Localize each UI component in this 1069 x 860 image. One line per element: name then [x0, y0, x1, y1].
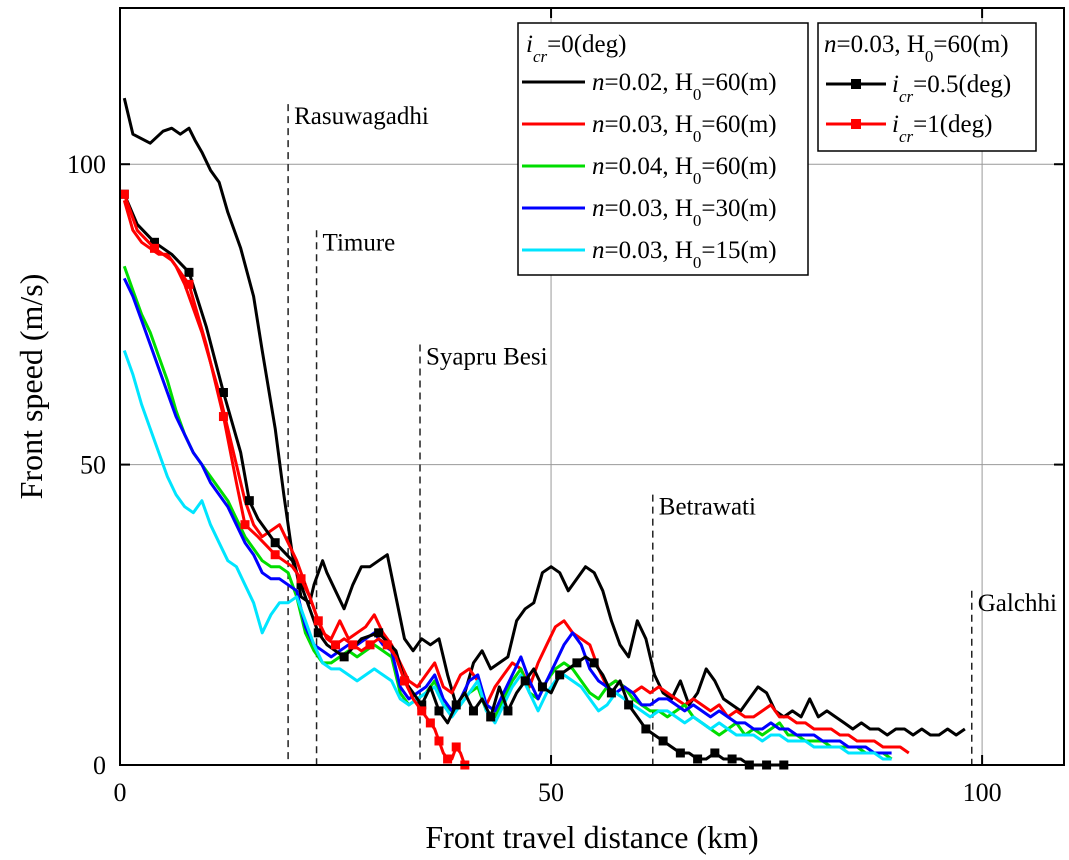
legend-marker	[851, 79, 861, 89]
series-marker-5	[658, 736, 668, 746]
series-marker-6	[331, 640, 341, 650]
annotation-label: Rasuwagadhi	[294, 103, 429, 130]
series-marker-6	[119, 189, 129, 199]
series-marker-6	[434, 736, 444, 746]
series-marker-5	[555, 670, 565, 680]
series-marker-5	[641, 724, 651, 734]
series-marker-5	[451, 700, 461, 710]
series-marker-6	[270, 550, 280, 560]
series-marker-5	[624, 700, 634, 710]
series-marker-5	[589, 658, 599, 668]
series-marker-6	[399, 676, 409, 686]
series-marker-5	[675, 748, 685, 758]
annotation-label: Timure	[323, 229, 396, 256]
series-marker-5	[503, 706, 513, 716]
series-marker-6	[443, 754, 453, 764]
series-line-6	[122, 193, 467, 766]
series-marker-6	[417, 706, 427, 716]
series-marker-6	[149, 243, 159, 253]
legend-marker	[851, 119, 861, 129]
series-marker-5	[434, 706, 444, 716]
series-marker-6	[348, 640, 358, 650]
series-marker-6	[382, 640, 392, 650]
legend-entry: n=0.03, H0=15(m)	[592, 237, 777, 272]
x-tick-label: 100	[963, 778, 1002, 807]
series-line-0	[122, 97, 966, 737]
y-tick-label: 50	[80, 451, 106, 480]
legend-header-1: icr=0(deg)	[526, 31, 626, 66]
series-marker-5	[296, 580, 306, 590]
series-marker-5	[693, 754, 703, 764]
series-marker-5	[572, 658, 582, 668]
x-axis-label: Front travel distance (km)	[425, 819, 758, 855]
location-annotations: Rasuwagadhi Timure Syapru Besi Betrawati Gal…	[287, 103, 1057, 765]
series-marker-5	[313, 628, 323, 638]
annotation-label: Betrawati	[659, 494, 756, 521]
series-marker-6	[296, 574, 306, 584]
series-marker-5	[727, 754, 737, 764]
series-marker-5	[218, 388, 228, 398]
y-tick-label: 100	[67, 150, 106, 179]
series-marker-5	[468, 706, 478, 716]
series-marker-5	[244, 496, 254, 506]
series-line-2	[122, 265, 893, 761]
series-marker-6	[451, 742, 461, 752]
legend: icr=0(deg)n=0.02, H0=60(m) n=0.03, H0=60(…	[517, 22, 1037, 276]
series-line-3	[122, 277, 892, 755]
y-axis-label: Front speed (m/s)	[13, 274, 49, 500]
legend-entry: n=0.02, H0=60(m)	[592, 69, 777, 104]
legend-header-2: n=0.03, H0=60(m)	[824, 31, 1009, 66]
annotation-label: Galchhi	[978, 590, 1057, 617]
series-marker-5	[270, 538, 280, 548]
legend-entry: icr=1(deg)	[892, 111, 992, 146]
legend-entry: icr=0.5(deg)	[892, 71, 1011, 106]
series-marker-5	[184, 267, 194, 277]
series-marker-5	[149, 237, 159, 247]
series-marker-6	[365, 640, 375, 650]
annotation-label: Syapru Besi	[426, 343, 548, 370]
series-marker-6	[218, 412, 228, 422]
series-marker-5	[374, 628, 384, 638]
series-marker-5	[486, 712, 496, 722]
y-tick-label: 0	[93, 751, 106, 780]
series-marker-6	[313, 616, 323, 626]
series-marker-6	[184, 279, 194, 289]
series-marker-5	[417, 700, 427, 710]
series-marker-5	[537, 682, 547, 692]
legend-entry: n=0.03, H0=60(m)	[592, 111, 777, 146]
legend-entry: n=0.04, H0=60(m)	[592, 153, 777, 188]
series-marker-6	[425, 718, 435, 728]
series-line-1	[122, 199, 910, 755]
series-marker-5	[339, 652, 349, 662]
legend-box-1	[517, 22, 809, 276]
series-marker-6	[240, 520, 250, 530]
series-marker-5	[710, 748, 720, 758]
series-marker-5	[606, 688, 616, 698]
plot-frame	[119, 7, 1065, 766]
axis-ticks: 0 50 100 0 50 100	[67, 8, 1064, 807]
series-line-4	[122, 349, 892, 761]
legend-entry: n=0.03, H0=30(m)	[592, 195, 777, 230]
series-marker-5	[520, 676, 530, 686]
x-tick-label: 0	[114, 778, 127, 807]
series-line-5	[122, 193, 784, 767]
x-tick-label: 50	[538, 778, 564, 807]
